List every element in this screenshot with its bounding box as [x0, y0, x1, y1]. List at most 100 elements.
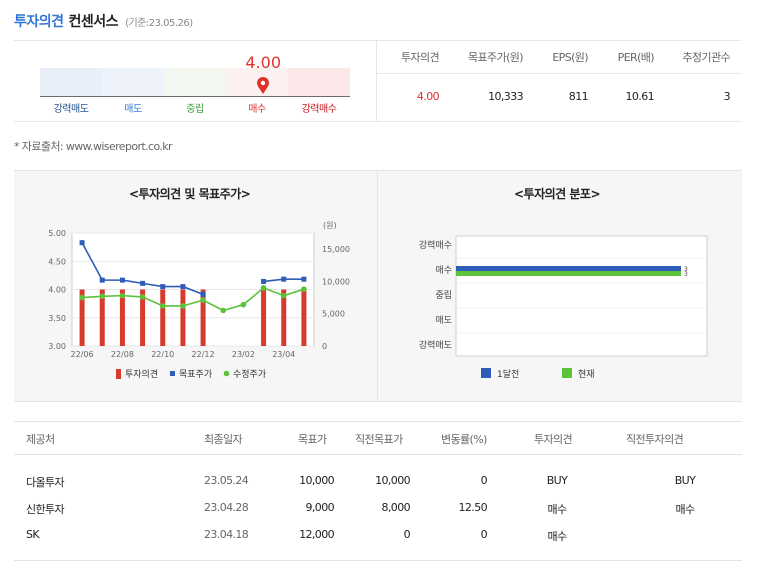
opinion-bar [119, 289, 125, 346]
cell-provider: 신한투자 [26, 503, 65, 516]
header-opinion: 투자의견 [534, 433, 573, 446]
stats-header-count: 추정기관수 [682, 51, 730, 64]
adjusted-price-point [99, 293, 106, 300]
cell-date: 23.04.28 [204, 501, 249, 514]
stats-per-value: 10.61 [625, 90, 655, 103]
adjusted-price-point [119, 292, 126, 299]
x-axis-tick: 22/12 [192, 350, 215, 359]
right-axis-tick: 10,000 [322, 277, 350, 286]
x-axis-tick: 23/02 [232, 350, 255, 359]
cell-date: 23.05.24 [204, 474, 249, 487]
stats-opinion-value: 4.00 [416, 90, 440, 103]
gauge-segment [288, 68, 350, 97]
left-axis-tick: 4.00 [48, 286, 66, 295]
adjusted-price-point [200, 297, 206, 303]
cell-prev-target: 10,000 [375, 474, 410, 487]
stats-count-value: 3 [723, 90, 731, 103]
cell-opinion: BUY [546, 474, 568, 487]
gauge-label: 강력매수 [301, 104, 337, 115]
header-date: 최종일자 [204, 433, 243, 446]
x-axis-tick: 23/04 [272, 350, 295, 359]
x-axis-tick: 22/08 [111, 350, 134, 359]
cell-opinion: 매수 [547, 503, 567, 516]
section-subtitle: 컨센서스 [68, 14, 119, 30]
gauge-label: 매도 [124, 104, 142, 115]
opinion-bar [281, 289, 287, 346]
header-change: 변동률(%) [441, 433, 487, 446]
right-axis-tick: 5,000 [322, 310, 345, 319]
adjusted-price-point [260, 285, 267, 291]
x-axis-tick: 22/10 [151, 350, 174, 359]
gauge-bar [40, 68, 350, 97]
x-axis-tick: 22/06 [71, 350, 94, 359]
cell-target: 12,000 [299, 528, 334, 541]
header-provider: 제공처 [26, 433, 55, 446]
category-label: 강력매도 [419, 339, 452, 351]
right-axis-unit: (원) [323, 221, 337, 230]
table-row: 신한투자 23.04.28 9,000 8,000 12.50 매수 매수 [14, 496, 742, 522]
adjusted-price-point [180, 303, 186, 309]
adjusted-price-line [82, 286, 305, 312]
adjusted-price-point [139, 294, 146, 300]
left-axis-tick: 3.00 [48, 342, 66, 351]
bar-value-label: 3 [684, 266, 688, 273]
target-price-point [281, 276, 287, 282]
cell-provider: SK [26, 528, 40, 541]
charts-canvas: 5.00 4.50 4.00 3.50 3.00 15,000 10,000 5,000 0 (원… [48, 221, 708, 380]
gauge-value: 4.00 [245, 53, 281, 72]
source-note: * 자료출처: www.wisereport.co.kr [14, 140, 173, 153]
cell-opinion: 매수 [547, 530, 567, 543]
target-price-point [200, 291, 206, 297]
stats-header-target: 목표주가(원) [468, 51, 524, 64]
gauge-segment [164, 68, 226, 97]
left-axis-tick: 4.50 [48, 257, 66, 266]
legend-label: 투자의견 [125, 368, 158, 380]
stats-header-opinion: 투자의견 [400, 51, 440, 64]
opinion-gauge: 4.00 강력매도 매도 중립 매수 강력매수 [14, 40, 376, 122]
table-header-row: 제공처 최종일자 목표가 직전목표가 변동률(%) 투자의견 직전투자의견 [14, 422, 742, 455]
month-ago-bar [456, 266, 681, 271]
stats-value-row: 4.00 10,333 811 10.61 3 [377, 85, 741, 109]
target-price-point [160, 284, 166, 290]
adjusted-price-point [159, 303, 166, 309]
gauge-label: 매수 [248, 104, 266, 115]
cell-prev-opinion: 매수 [675, 503, 695, 516]
location-pin-icon [257, 77, 270, 94]
provider-table: 제공처 최종일자 목표가 직전목표가 변동률(%) 투자의견 직전투자의견 다올… [14, 421, 742, 561]
current-bar [456, 271, 681, 276]
legend-swatch [481, 368, 491, 378]
stats-target-value: 10,333 [488, 90, 523, 103]
gauge-segment [226, 68, 288, 97]
cell-provider: 다올투자 [26, 476, 65, 489]
cell-change: 0 [480, 474, 488, 487]
stats-eps-value: 811 [568, 90, 589, 103]
divider [376, 40, 377, 122]
right-axis-tick: 15,000 [322, 245, 350, 254]
stats-header-row: 투자의견 목표주가(원) EPS(원) PER(배) 추정기관수 [377, 41, 741, 74]
target-price-point [261, 278, 267, 284]
gauge-labels: 강력매도 매도 중립 매수 강력매수 [40, 100, 350, 115]
opinion-bar [140, 289, 146, 346]
legend-swatch [223, 370, 230, 377]
table-row: 다올투자 23.05.24 10,000 10,000 0 BUY BUY [14, 469, 742, 495]
cell-prev-opinion: BUY [674, 474, 696, 487]
cell-prev-target: 0 [403, 528, 411, 541]
category-label: 강력매수 [419, 239, 452, 251]
target-price-point [119, 277, 125, 283]
opinion-bar [301, 289, 307, 346]
opinion-bar [99, 289, 105, 346]
gauge-label: 중립 [186, 104, 204, 115]
cell-change: 12.50 [458, 501, 488, 514]
opinion-bar [79, 289, 85, 346]
category-label: 중립 [435, 290, 452, 301]
cell-change: 0 [480, 528, 488, 541]
section-title: 투자의견 [14, 14, 64, 30]
right-chart-title: <투자의견 분포> [514, 187, 601, 201]
gauge-label: 강력매도 [53, 104, 89, 115]
table-row: SK 23.04.18 12,000 0 0 매수 [14, 523, 742, 549]
gauge-baseline [40, 96, 350, 97]
adjusted-price-point [280, 292, 287, 299]
target-price-point [99, 277, 105, 283]
header-prev-opinion: 직전투자의견 [626, 433, 684, 446]
category-label: 매수 [435, 265, 452, 276]
